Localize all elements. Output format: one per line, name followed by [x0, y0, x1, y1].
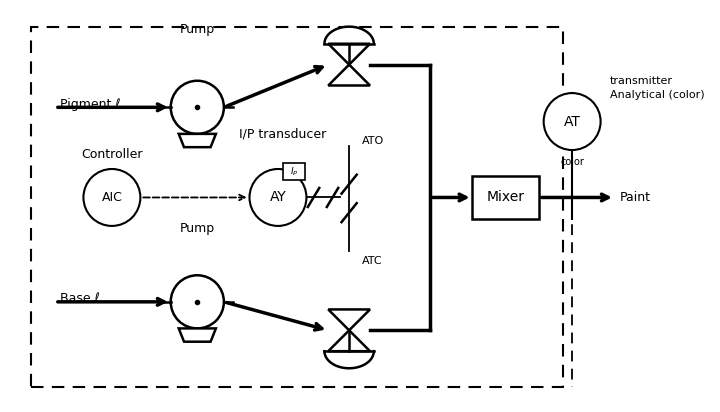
Text: AT: AT: [564, 115, 580, 129]
Polygon shape: [325, 27, 374, 44]
Text: Controller: Controller: [81, 148, 143, 162]
Text: color: color: [560, 157, 584, 167]
Text: transmitter: transmitter: [610, 76, 673, 86]
Text: $I_P$: $I_P$: [290, 166, 298, 178]
Text: I/P transducer: I/P transducer: [239, 128, 326, 140]
Polygon shape: [328, 44, 370, 65]
Text: Analytical (color): Analytical (color): [610, 90, 705, 100]
Polygon shape: [328, 330, 370, 351]
Text: AY: AY: [269, 190, 287, 204]
Polygon shape: [328, 65, 370, 85]
Text: AIC: AIC: [102, 191, 122, 204]
FancyBboxPatch shape: [472, 176, 539, 219]
Text: ATC: ATC: [361, 256, 382, 266]
Text: Pigment ℓ: Pigment ℓ: [60, 98, 120, 111]
Circle shape: [544, 93, 600, 150]
Polygon shape: [328, 309, 370, 330]
Bar: [31, 27, 562, 387]
Text: Paint: Paint: [620, 191, 651, 204]
Circle shape: [171, 81, 224, 134]
Circle shape: [84, 169, 140, 226]
Polygon shape: [179, 134, 216, 147]
Polygon shape: [179, 328, 216, 342]
Circle shape: [171, 275, 224, 328]
Text: Base ℓ: Base ℓ: [60, 293, 99, 305]
Polygon shape: [325, 351, 374, 368]
FancyBboxPatch shape: [283, 163, 305, 180]
Text: Pump: Pump: [180, 23, 215, 36]
Text: ATO: ATO: [361, 136, 384, 145]
Text: Pump: Pump: [180, 222, 215, 235]
Text: Mixer: Mixer: [487, 190, 525, 204]
Circle shape: [250, 169, 307, 226]
